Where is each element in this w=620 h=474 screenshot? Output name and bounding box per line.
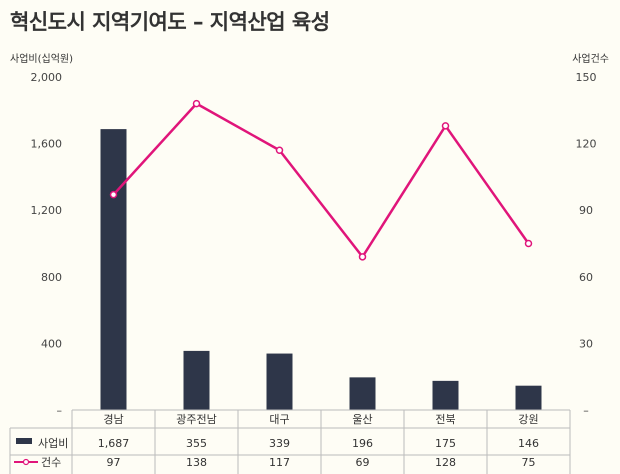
line-point-1: [192, 99, 201, 108]
y-right-tick-label: 60: [579, 271, 593, 284]
bar-사업비-5: [515, 385, 542, 410]
bar-value-cell: 146: [518, 437, 539, 450]
y-left-tick-label: 400: [41, 337, 62, 350]
bar-value-cell: 355: [186, 437, 207, 450]
bar-사업비-4: [432, 380, 459, 410]
y-left-tick-label: 1,200: [31, 204, 63, 217]
category-label: 광주전남: [176, 413, 216, 426]
line-value-cell: 69: [356, 456, 370, 469]
y-right-tick-label: 120: [576, 138, 597, 151]
legend-bar-swatch: [16, 438, 32, 444]
category-label: 울산: [352, 413, 372, 426]
y-left-tick-label: –: [57, 404, 63, 417]
bar-사업비-3: [349, 377, 376, 410]
bar-사업비-2: [266, 353, 293, 410]
y-left-axis-title: 사업비(십억원): [10, 52, 73, 65]
category-label: 경남: [103, 413, 123, 426]
legend-label-bar: 사업비: [38, 437, 68, 450]
line-point-2: [275, 146, 284, 155]
bar-value-cell: 339: [269, 437, 290, 450]
bar-value-cell: 1,687: [98, 437, 130, 450]
bar-사업비-1: [183, 350, 210, 410]
category-label: 강원: [518, 413, 538, 426]
line-value-cell: 117: [269, 456, 290, 469]
category-label: 전북: [435, 413, 455, 426]
line-point-0: [109, 190, 118, 199]
line-series-건수: [112, 102, 530, 259]
line-value-cell: 138: [186, 456, 207, 469]
line-value-cell: 97: [107, 456, 121, 469]
line-value-cell: 128: [435, 456, 456, 469]
bar-사업비-0: [100, 129, 127, 410]
y-left-tick-label: 2,000: [31, 71, 63, 84]
line-point-3: [358, 253, 367, 261]
y-right-tick-label: 30: [579, 337, 593, 350]
y-left-tick-label: 800: [41, 271, 62, 284]
legend-label-line: 건수: [41, 456, 61, 469]
legend-line-marker: [22, 458, 30, 466]
y-right-tick-label: –: [583, 404, 589, 417]
line-value-cell: 75: [522, 456, 536, 469]
y-right-tick-label: 90: [579, 204, 593, 217]
y-right-tick-label: 150: [576, 71, 597, 84]
y-right-axis-title: 사업건수: [572, 52, 609, 65]
bar-value-cell: 196: [352, 437, 373, 450]
y-left-tick-label: 1,600: [31, 138, 63, 151]
line-point-4: [441, 122, 450, 130]
line-point-5: [524, 239, 533, 248]
bar-value-cell: 175: [435, 437, 456, 450]
category-label: 대구: [269, 413, 289, 426]
chart-title: 혁신도시 지역기여도 – 지역산업 육성: [10, 10, 330, 34]
